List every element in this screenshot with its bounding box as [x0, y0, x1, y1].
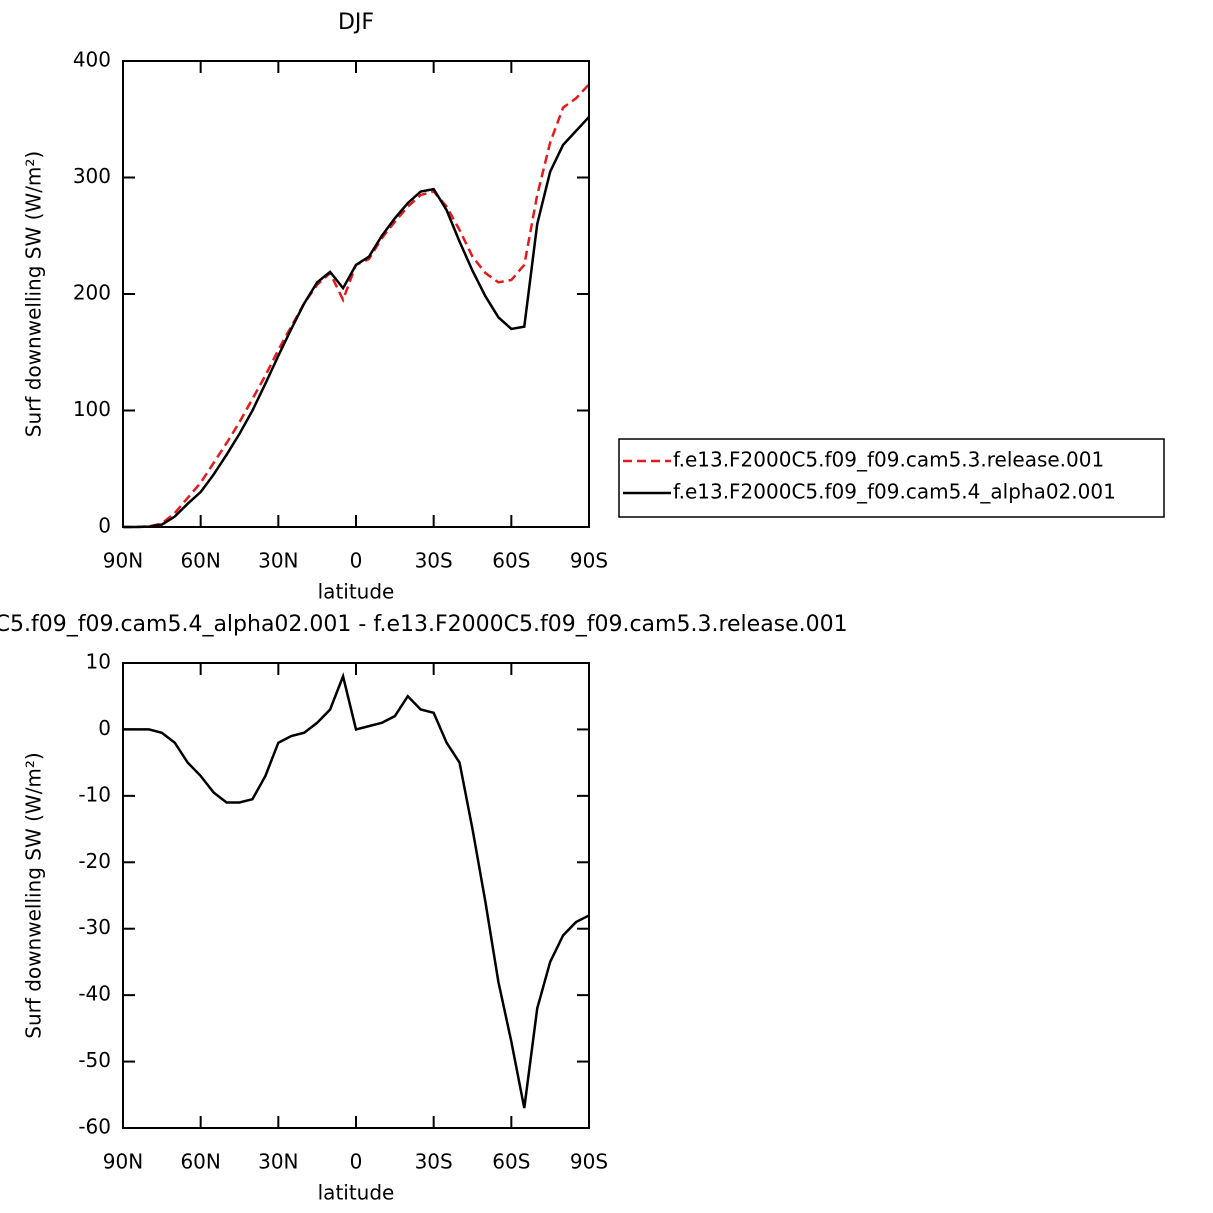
y-axis-label: Surf downwelling SW (W/m²) — [22, 151, 46, 437]
x-tick-label: 30S — [415, 549, 453, 573]
x-tick-label: 60N — [180, 1150, 220, 1174]
x-tick-label: 60S — [492, 1150, 530, 1174]
chart-title: DJF — [338, 10, 374, 35]
x-tick-label: 0 — [350, 549, 363, 573]
y-tick-label: 400 — [73, 48, 111, 72]
plot-frame — [122, 662, 590, 1129]
x-tick-label: 90S — [570, 549, 608, 573]
x-axis-label: latitude — [318, 1181, 395, 1205]
x-tick-label: 30S — [415, 1150, 453, 1174]
x-tick-label: 60S — [492, 549, 530, 573]
y-tick-label: 10 — [86, 650, 111, 674]
y-tick-label: 200 — [73, 281, 111, 305]
legend-box — [618, 438, 1165, 518]
legend-label: f.e13.F2000C5.f09_f09.cam5.3.release.001 — [673, 448, 1104, 472]
y-tick-label: 0 — [98, 514, 111, 538]
y-tick-label: 100 — [73, 397, 111, 421]
y-tick-label: -60 — [78, 1115, 111, 1139]
legend-label: f.e13.F2000C5.f09_f09.cam5.4_alpha02.001 — [673, 480, 1116, 504]
chart-title: f.e13.F2000C5.f09_f09.cam5.4_alpha02.001… — [0, 612, 848, 637]
x-tick-label: 90N — [103, 549, 143, 573]
y-tick-label: 0 — [98, 716, 111, 740]
data-line — [123, 672, 590, 1109]
y-tick-label: -40 — [78, 982, 111, 1006]
x-tick-label: 0 — [350, 1150, 363, 1174]
x-tick-label: 30N — [258, 1150, 298, 1174]
x-tick-label: 30N — [258, 549, 298, 573]
plot-frame — [122, 60, 590, 528]
x-tick-label: 60N — [180, 549, 220, 573]
x-tick-label: 90N — [103, 1150, 143, 1174]
y-tick-label: -30 — [78, 915, 111, 939]
y-axis-label: Surf downwelling SW (W/m²) — [22, 752, 46, 1038]
y-tick-label: -50 — [78, 1048, 111, 1072]
data-line — [123, 83, 590, 529]
y-tick-label: 300 — [73, 164, 111, 188]
y-tick-label: -20 — [78, 849, 111, 873]
x-axis-label: latitude — [318, 580, 395, 604]
y-tick-label: -10 — [78, 782, 111, 806]
data-line — [123, 116, 590, 529]
x-tick-label: 90S — [570, 1150, 608, 1174]
